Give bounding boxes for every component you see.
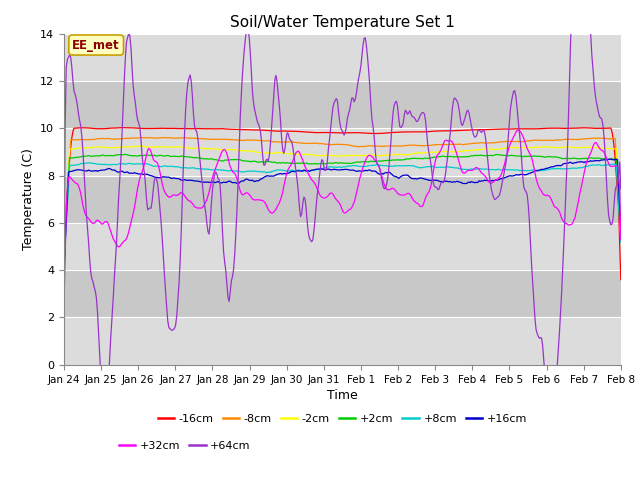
Bar	[64, 176, 621, 223]
Bar	[64, 81, 621, 128]
Title: Soil/Water Temperature Set 1: Soil/Water Temperature Set 1	[230, 15, 455, 30]
Legend: +32cm, +64cm: +32cm, +64cm	[114, 436, 255, 456]
Bar	[64, 128, 621, 176]
Bar	[64, 34, 621, 81]
Bar	[64, 317, 621, 365]
Bar	[64, 223, 621, 270]
Bar	[64, 270, 621, 317]
Text: EE_met: EE_met	[72, 38, 120, 51]
Y-axis label: Temperature (C): Temperature (C)	[22, 148, 35, 250]
X-axis label: Time: Time	[327, 389, 358, 402]
